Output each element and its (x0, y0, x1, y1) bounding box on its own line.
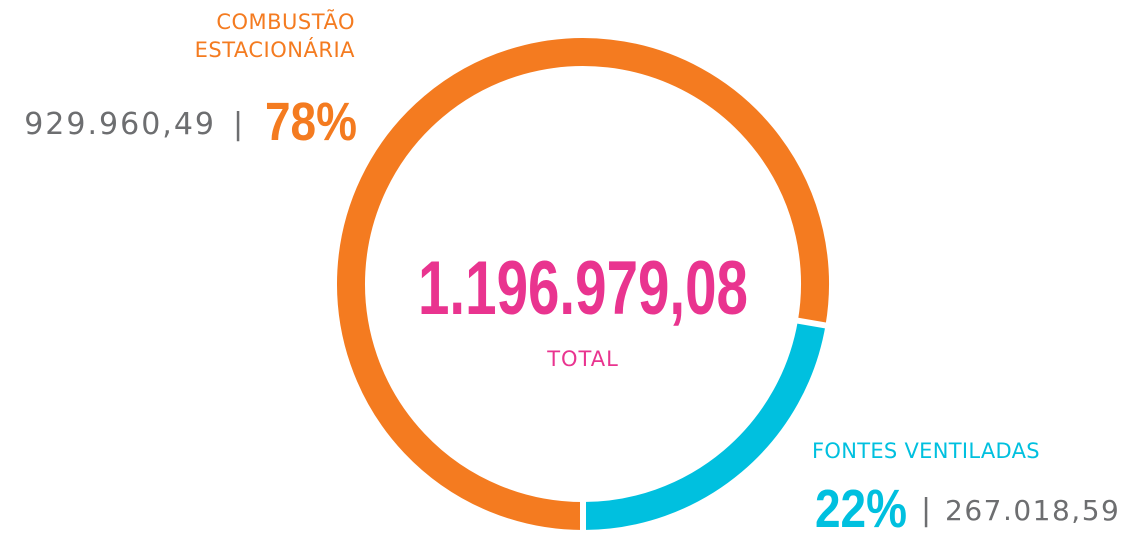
donut-segment (582, 320, 826, 530)
category-label: COMBUSTÃO ESTACIONÁRIA (194, 10, 355, 62)
total-title: TOTAL (546, 347, 619, 371)
percentage-label: 22% (815, 479, 907, 533)
separator: | (233, 107, 243, 142)
category-label: FONTES VENTILADAS (812, 439, 1040, 463)
segment-gap (783, 315, 840, 331)
separator: | (921, 493, 931, 528)
donut-segment (337, 38, 829, 530)
value-label: 267.018,59 (945, 494, 1120, 527)
value-label: 929.960,49 (24, 107, 216, 142)
percentage-label: 78% (265, 92, 357, 152)
total-value: 1.196.979,08 (418, 246, 748, 331)
